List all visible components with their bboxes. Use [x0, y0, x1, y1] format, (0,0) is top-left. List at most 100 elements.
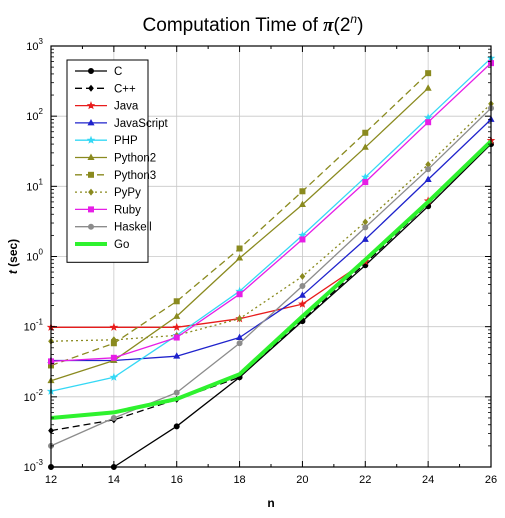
chart-title-prefix: Computation Time of — [143, 15, 324, 36]
legend-marker — [88, 188, 94, 196]
legend-item-c: C — [75, 66, 122, 78]
series-haskell — [48, 105, 494, 449]
y-tick-label: 103 — [26, 37, 43, 53]
series-line-php — [50, 57, 492, 392]
data-point-pypy — [299, 272, 306, 280]
data-point-php — [109, 372, 119, 381]
legend-marker — [87, 153, 95, 160]
y-axis-label-unit: (sec) — [6, 239, 20, 270]
x-tick-label: 26 — [485, 474, 497, 486]
legend-label: JavaScript — [114, 118, 168, 130]
data-point-pypy — [362, 218, 369, 226]
data-point-java — [298, 299, 307, 308]
legend-item-php: PHP — [75, 135, 138, 147]
y-tick-label: 10-2 — [24, 388, 44, 404]
data-point-c — [173, 423, 180, 430]
chart-title-close: ) — [357, 15, 363, 36]
x-tick-label: 24 — [422, 474, 434, 486]
y-tick-label: 10-3 — [24, 458, 44, 474]
series-layer — [46, 53, 496, 470]
x-tick-label: 16 — [171, 474, 183, 486]
series-line-c — [51, 143, 492, 468]
data-point-python3 — [236, 245, 243, 252]
series-go — [50, 139, 493, 420]
data-point-haskell — [362, 224, 369, 231]
chart-title-exponent: n — [350, 12, 357, 26]
data-point-python3 — [425, 70, 432, 77]
y-tick-label: 100 — [26, 248, 43, 264]
data-point-ruby — [110, 354, 117, 361]
data-point-haskell — [299, 282, 306, 289]
data-point-haskell — [425, 166, 432, 173]
data-point-python3 — [362, 129, 369, 136]
legend-item-python2: Python2 — [75, 153, 156, 165]
series-pypy — [48, 100, 494, 345]
legend-item-ruby: Ruby — [75, 204, 141, 216]
legend-marker — [88, 84, 94, 92]
legend-item-java: Java — [75, 101, 139, 113]
legend-marker — [88, 206, 95, 213]
data-point-pypy — [236, 315, 243, 323]
data-point-python2 — [173, 312, 181, 319]
legend-marker — [86, 101, 96, 110]
data-point-ruby — [236, 291, 243, 298]
data-point-java — [172, 322, 181, 331]
y-tick-label: 102 — [26, 107, 43, 123]
data-point-python2 — [298, 200, 306, 208]
data-point-javascript — [236, 333, 244, 341]
data-point-pypy — [111, 336, 117, 344]
data-point-haskell — [110, 414, 117, 421]
legend-label: PHP — [114, 135, 138, 147]
y-axis-label: t (sec) — [6, 239, 20, 274]
series-line-go — [50, 139, 493, 420]
legend-marker — [88, 68, 95, 75]
legend-item-javascript: JavaScript — [75, 118, 168, 130]
chart-title: Computation Time of π(2n) — [143, 12, 364, 36]
series-line-javascript — [51, 118, 492, 362]
y-tick-label: 101 — [26, 177, 43, 193]
data-point-javascript — [173, 352, 181, 359]
legend-item-python3: Python3 — [75, 170, 156, 182]
series-line-pypy — [50, 103, 492, 342]
data-point-php — [361, 172, 370, 181]
x-axis-label: n — [267, 496, 274, 510]
data-point-python3 — [299, 188, 306, 195]
data-point-ruby — [362, 179, 369, 186]
legend-marker — [86, 135, 96, 144]
legend-label: C — [114, 66, 122, 78]
data-point-ruby — [299, 236, 306, 243]
legend-item-haskell: Haskell — [75, 222, 152, 234]
y-axis-label-var: t — [6, 269, 20, 274]
axis-ticks — [50, 45, 492, 468]
x-tick-label: 20 — [296, 474, 308, 486]
x-tick-label: 18 — [233, 474, 245, 486]
legend-label: Python2 — [114, 153, 156, 165]
data-point-javascript — [424, 175, 432, 183]
legend-label: Ruby — [114, 204, 141, 216]
legend-marker — [87, 118, 95, 126]
data-point-python2 — [361, 143, 369, 150]
legend-label: Python3 — [114, 170, 156, 182]
data-point-haskell — [173, 389, 180, 396]
legend-marker — [88, 171, 95, 178]
legend-label: Go — [114, 239, 129, 251]
x-tick-label: 14 — [108, 474, 120, 486]
legend-item-cpp: C++ — [75, 83, 136, 95]
y-tick-label: 10-1 — [24, 318, 44, 334]
legend-label: C++ — [114, 83, 136, 95]
data-point-javascript — [298, 291, 306, 298]
data-point-python2 — [424, 84, 432, 91]
data-point-ruby — [425, 119, 432, 126]
legend-item-go: Go — [75, 239, 129, 251]
chart-title-open: (2 — [334, 15, 351, 36]
legend-marker — [88, 223, 95, 230]
series-line-haskell — [50, 107, 492, 447]
legend-item-pypy: PyPy — [75, 187, 141, 199]
x-tick-label: 22 — [359, 474, 371, 486]
data-point-python2 — [236, 254, 244, 261]
legend: C C++ Java JavaScript PHP Python2 Python3 PyPy R… — [66, 59, 168, 263]
data-point-ruby — [173, 334, 180, 341]
data-point-php — [423, 113, 433, 122]
